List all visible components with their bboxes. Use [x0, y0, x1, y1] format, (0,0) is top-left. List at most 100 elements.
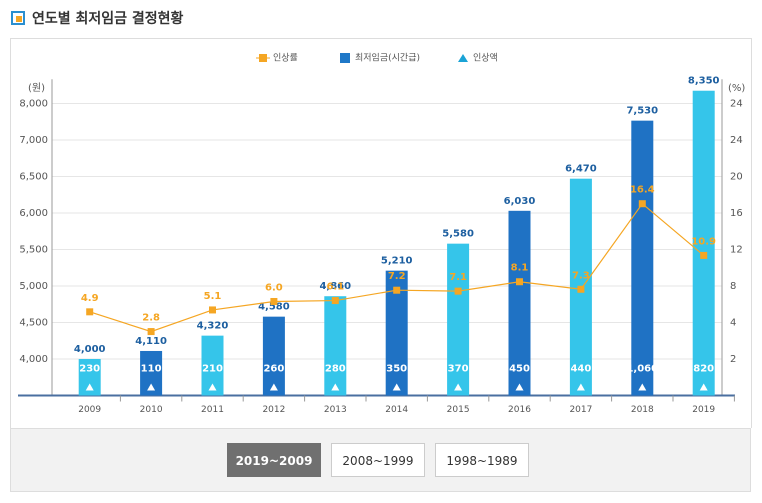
- rate-point: [638, 200, 646, 208]
- y2-tick-label: 12: [730, 245, 743, 256]
- bar-value-label: 6,470: [565, 164, 597, 175]
- legend-icon: [458, 54, 468, 62]
- bar: [631, 120, 654, 396]
- legend-icon: [340, 53, 350, 63]
- y2-tick-label: 2: [730, 354, 736, 365]
- rate-point: [270, 297, 278, 305]
- bar-value-label: 4,000: [74, 344, 106, 355]
- x-tick-label: 2009: [78, 405, 101, 415]
- bar-value-label: 5,580: [442, 229, 474, 240]
- y-axis-label: (원): [28, 82, 45, 94]
- x-tick-label: 2011: [201, 405, 224, 415]
- increase-marker: [392, 383, 401, 391]
- y2-tick-label: 20: [730, 172, 743, 183]
- rate-label: 8.1: [511, 263, 529, 274]
- bar: [447, 243, 470, 396]
- increase-label: 350: [386, 364, 407, 375]
- rate-label: 5.1: [204, 291, 222, 302]
- x-tick-label: 2010: [140, 405, 163, 415]
- year-range-tab[interactable]: 2019~2009: [227, 443, 321, 477]
- increase-marker: [454, 383, 463, 391]
- year-range-tab[interactable]: 2008~1999: [331, 443, 425, 477]
- bar: [140, 350, 163, 396]
- y-tick-label: 4,500: [19, 318, 48, 329]
- y-tick-label: 7,000: [19, 135, 48, 146]
- bar-value-label: 6,030: [504, 196, 536, 207]
- increase-label: 1,060: [626, 364, 658, 375]
- rate-point: [516, 278, 523, 286]
- x-tick-label: 2019: [692, 405, 715, 415]
- rate-label: 2.8: [142, 313, 160, 324]
- bar-value-label: 4,110: [135, 336, 167, 347]
- rate-point: [577, 285, 585, 293]
- bar: [385, 270, 408, 396]
- rate-label: 6.0: [265, 282, 283, 293]
- bar-value-label: 8,350: [688, 76, 720, 87]
- increase-marker: [269, 383, 278, 391]
- x-tick-label: 2017: [569, 405, 592, 415]
- x-tick-label: 2015: [447, 405, 470, 415]
- x-tick-label: 2018: [631, 405, 654, 415]
- y-tick-label: 5,000: [19, 281, 48, 292]
- rate-point: [393, 286, 401, 294]
- bar-value-label: 4,580: [258, 302, 290, 313]
- rate-point: [86, 308, 94, 316]
- x-tick-label: 2012: [262, 405, 285, 415]
- increase-marker: [638, 383, 647, 391]
- rate-point: [147, 328, 155, 336]
- title-icon-inner: [16, 16, 22, 22]
- bar-value-label: 4,860: [319, 281, 351, 292]
- rate-label: 10.9: [691, 236, 716, 247]
- bar-value-label: 5,210: [381, 256, 413, 267]
- tab-bar: 2019~2009 2008~1999 1998~1989: [10, 428, 751, 492]
- y-tick-label: 8,000: [19, 99, 48, 110]
- rate-point: [454, 287, 462, 295]
- x-tick-label: 2013: [324, 405, 347, 415]
- increase-label: 210: [202, 364, 223, 375]
- y-tick-label: 6,000: [19, 208, 48, 219]
- rate-label: 4.9: [81, 293, 99, 304]
- y2-tick-label: 8: [730, 281, 736, 292]
- increase-label: 280: [325, 364, 346, 375]
- y2-tick-label: 4: [730, 318, 736, 329]
- chart-title: 연도별 최저임금 결정현황: [32, 10, 184, 27]
- rate-label: 7.3: [572, 270, 590, 281]
- bar: [692, 90, 715, 396]
- y2-tick-label: 24: [730, 135, 743, 146]
- legend-label: 최저임금(시간급): [355, 52, 420, 64]
- chart: 연도별 최저임금 결정현황 (원) (%) 4,000 4,500 5,000 5,5…: [10, 10, 752, 428]
- x-tick-label: 2014: [385, 405, 408, 415]
- bar: [201, 335, 224, 396]
- rate-label: 7.2: [388, 271, 406, 282]
- bar: [262, 316, 285, 396]
- legend-label: 인상률: [273, 53, 298, 64]
- legend-icon: [259, 54, 267, 62]
- increase-label: 370: [448, 364, 469, 375]
- chart-frame: [10, 38, 752, 428]
- increase-label: 820: [693, 364, 714, 375]
- bar: [508, 210, 531, 396]
- y-tick-label: 5,500: [19, 245, 48, 256]
- increase-label: 440: [570, 364, 591, 375]
- increase-label: 260: [263, 364, 284, 375]
- increase-marker: [331, 383, 340, 391]
- increase-marker: [147, 383, 156, 391]
- rate-label: 16.4: [630, 185, 655, 196]
- increase-label: 450: [509, 364, 530, 375]
- increase-marker: [85, 383, 94, 391]
- x-tick-label: 2016: [508, 405, 531, 415]
- y-tick-label: 4,000: [19, 354, 48, 365]
- bar-value-label: 4,320: [197, 321, 229, 332]
- increase-label: 230: [79, 364, 100, 375]
- increase-marker: [515, 383, 524, 391]
- rate-point: [700, 251, 708, 259]
- y2-tick-label: 24: [730, 99, 743, 110]
- increase-marker: [208, 383, 217, 391]
- bar: [324, 296, 347, 396]
- year-range-tab[interactable]: 1998~1989: [435, 443, 529, 477]
- increase-marker: [699, 383, 708, 391]
- bar-value-label: 7,530: [626, 106, 658, 117]
- rate-point: [331, 297, 339, 305]
- y-tick-label: 6,500: [19, 172, 48, 183]
